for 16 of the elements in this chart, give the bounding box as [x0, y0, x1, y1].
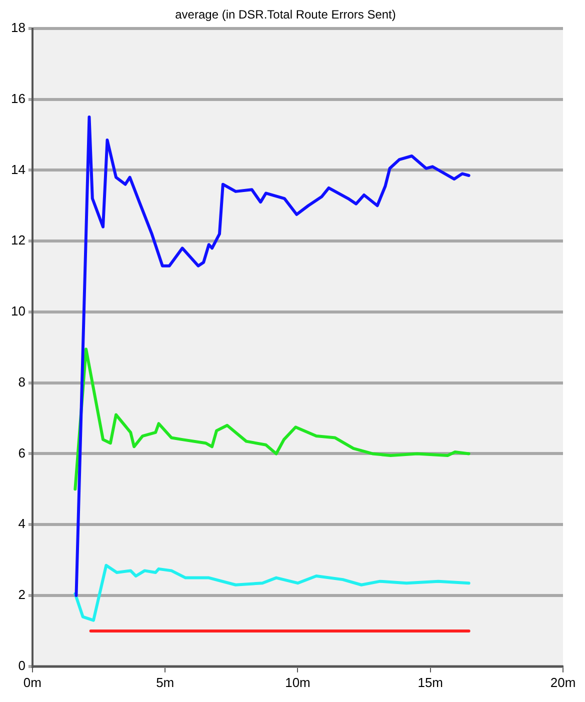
y-tick-label: 4 [18, 516, 26, 532]
chart-title: average (in DSR.Total Route Errors Sent) [175, 8, 396, 22]
y-tick-label: 6 [18, 445, 26, 460]
x-tick-label: 15m [418, 674, 444, 690]
y-tick-label: 0 [18, 658, 26, 673]
y-tick-label: 16 [10, 90, 26, 106]
x-tick-label: 20m [550, 674, 576, 690]
y-tick-label: 14 [10, 162, 26, 177]
y-tick-label: 18 [10, 20, 26, 35]
x-tick-label: 5m [156, 674, 174, 690]
y-tick-label: 10 [10, 304, 26, 319]
y-tick-label: 8 [18, 374, 26, 390]
x-tick-label: 0m [23, 674, 42, 690]
x-tick-label: 10m [285, 674, 310, 690]
y-tick-label: 12 [10, 232, 26, 248]
y-tick-label: 2 [18, 587, 26, 602]
